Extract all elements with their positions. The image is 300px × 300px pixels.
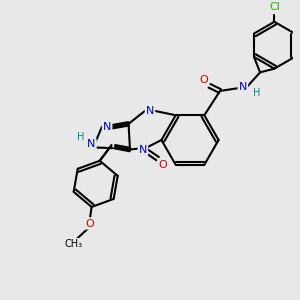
Text: N: N <box>103 122 111 132</box>
Text: CH₃: CH₃ <box>65 238 83 248</box>
Text: H: H <box>253 88 260 98</box>
Text: Cl: Cl <box>269 2 280 12</box>
Text: N: N <box>87 140 96 149</box>
Text: O: O <box>158 160 167 170</box>
Text: N: N <box>146 106 154 116</box>
Text: O: O <box>200 75 208 85</box>
Text: H: H <box>77 132 84 142</box>
Text: O: O <box>85 218 94 229</box>
Text: N: N <box>139 145 147 155</box>
Text: N: N <box>239 82 247 92</box>
